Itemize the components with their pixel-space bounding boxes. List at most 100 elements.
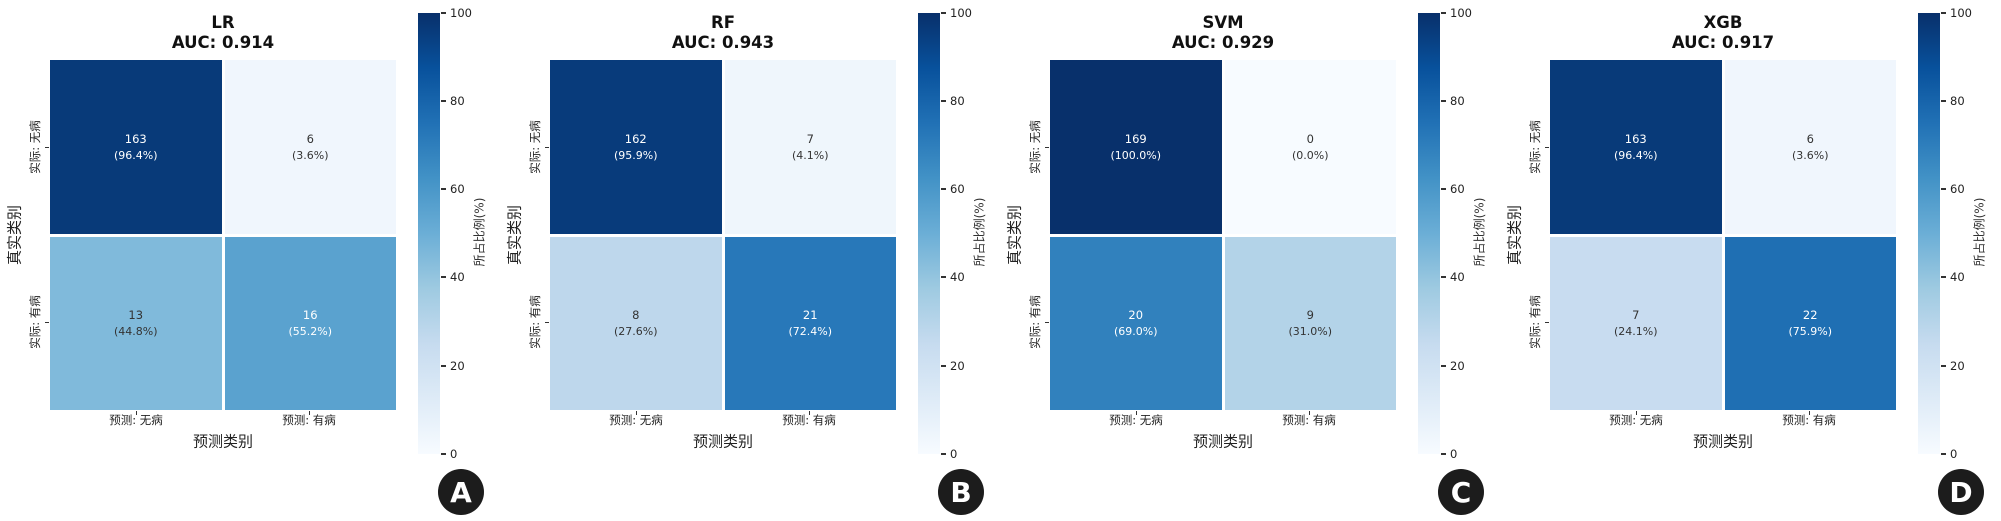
panel-letter-badge: B — [938, 469, 984, 515]
matrix-cell-true-negative: 169 (100.0%) — [1050, 60, 1222, 234]
tick-mark — [136, 411, 137, 415]
confusion-matrix: 162 (95.9%) 7 (4.1%) 8 (27.6%) 21 (72.4%… — [550, 60, 896, 410]
tick-mark — [1136, 411, 1137, 415]
xtick-pred-positive: 预测: 有病 — [282, 413, 336, 427]
colorbar-tick-label: 40 — [450, 270, 465, 284]
colorbar-tick-mark — [1941, 12, 1946, 14]
colorbar-tick-mark — [941, 453, 946, 455]
cell-count: 22 — [1802, 308, 1818, 323]
cell-count: 8 — [632, 308, 640, 323]
colorbar-tick-mark — [441, 100, 446, 102]
xtick-pred-negative: 预测: 无病 — [1109, 413, 1163, 427]
colorbar-tick-mark — [1441, 453, 1446, 455]
cell-count: 7 — [1632, 308, 1640, 323]
ytick-actual-negative: 实际: 无病 — [1028, 120, 1042, 174]
model-title: SVM — [1202, 13, 1244, 32]
colorbar-tick-mark — [441, 188, 446, 190]
colorbar-tick: 20 — [1441, 359, 1465, 373]
colorbar-tick: 20 — [941, 359, 965, 373]
matrix-cell-true-negative: 163 (96.4%) — [50, 60, 222, 234]
colorbar-tick-mark — [941, 188, 946, 190]
tick-mark — [809, 411, 810, 415]
tick-mark — [1045, 147, 1049, 148]
colorbar-tick: 0 — [941, 447, 957, 461]
colorbar-tick-mark — [941, 12, 946, 14]
matrix-cell-false-negative: 13 (44.8%) — [50, 236, 222, 410]
colorbar-tick: 80 — [1441, 94, 1465, 108]
xtick-pred-negative: 预测: 无病 — [1609, 413, 1663, 427]
tick-mark — [309, 411, 310, 415]
colorbar-tick-label: 40 — [1950, 270, 1965, 284]
colorbar-tick-mark — [1441, 100, 1446, 102]
colorbar-tick: 40 — [1441, 270, 1465, 284]
cell-percentage: (100.0%) — [1110, 148, 1162, 162]
cell-count: 162 — [624, 131, 647, 146]
colorbar-tick-mark — [1441, 365, 1446, 367]
colorbar-tick: 100 — [941, 6, 972, 20]
colorbar-tick: 0 — [441, 447, 457, 461]
cell-percentage: (3.6%) — [1791, 148, 1829, 162]
colorbar-tick-label: 100 — [1450, 6, 1472, 20]
tick-mark — [1636, 411, 1637, 415]
cell-percentage: (27.6%) — [613, 325, 658, 339]
colorbar-tick-mark — [1941, 365, 1946, 367]
matrix-cell-false-positive: 7 (4.1%) — [724, 60, 896, 234]
tick-mark — [545, 322, 549, 323]
matrix-cell-true-positive: 16 (55.2%) — [224, 236, 396, 410]
panel-xgb: XGB AUC: 0.917 163 (96.4%) 6 (3.6%) 7 (2… — [1500, 0, 2000, 521]
colorbar-tick-mark — [941, 100, 946, 102]
y-axis-label: 真实类别 — [1005, 204, 1024, 266]
colorbar-tick-mark — [441, 12, 446, 14]
cell-count: 163 — [124, 131, 147, 146]
panel-title-block: SVM AUC: 0.929 — [1050, 13, 1396, 53]
colorbar-tick-label: 100 — [1950, 6, 1972, 20]
panel-letter-badge: D — [1938, 469, 1984, 515]
colorbar — [418, 13, 440, 454]
colorbar-tick-label: 60 — [950, 182, 965, 196]
cell-count: 16 — [302, 308, 318, 323]
colorbar-tick-label: 80 — [450, 94, 465, 108]
matrix-cell-false-negative: 20 (69.0%) — [1050, 236, 1222, 410]
y-axis-label: 真实类别 — [5, 204, 24, 266]
ytick-actual-positive: 实际: 有病 — [528, 295, 542, 349]
cell-percentage: (44.8%) — [113, 325, 158, 339]
colorbar-tick: 80 — [941, 94, 965, 108]
colorbar-tick-label: 20 — [950, 359, 965, 373]
colorbar-tick-mark — [1941, 100, 1946, 102]
colorbar-tick-label: 0 — [950, 447, 958, 461]
cell-percentage: (55.2%) — [288, 325, 333, 339]
cell-count: 7 — [806, 131, 814, 146]
colorbar-label: 所占比例(%) — [972, 197, 987, 267]
tick-mark — [1809, 411, 1810, 415]
colorbar-tick-label: 60 — [1950, 182, 1965, 196]
cell-percentage: (31.0%) — [1288, 325, 1333, 339]
cell-percentage: (0.0%) — [1291, 148, 1329, 162]
matrix-cell-false-positive: 6 (3.6%) — [224, 60, 396, 234]
xtick-pred-positive: 预测: 有病 — [1782, 413, 1836, 427]
tick-mark — [1045, 322, 1049, 323]
colorbar-tick-mark — [1441, 276, 1446, 278]
matrix-cell-false-positive: 0 (0.0%) — [1224, 60, 1396, 234]
auc-subtitle: AUC: 0.917 — [1671, 33, 1775, 52]
ytick-actual-negative: 实际: 无病 — [528, 120, 542, 174]
confusion-matrix: 163 (96.4%) 6 (3.6%) 13 (44.8%) 16 (55.2… — [50, 60, 396, 410]
colorbar — [1918, 13, 1940, 454]
ytick-actual-positive: 实际: 有病 — [28, 295, 42, 349]
colorbar-tick: 80 — [441, 94, 465, 108]
colorbar-label: 所占比例(%) — [472, 197, 487, 267]
cell-count: 0 — [1306, 131, 1314, 146]
colorbar-tick-label: 100 — [450, 6, 472, 20]
tick-mark — [1545, 322, 1549, 323]
xtick-pred-positive: 预测: 有病 — [782, 413, 836, 427]
xtick-pred-negative: 预测: 无病 — [609, 413, 663, 427]
cell-count: 6 — [1806, 131, 1814, 146]
colorbar-tick-label: 60 — [1450, 182, 1465, 196]
tick-mark — [45, 322, 49, 323]
cell-percentage: (24.1%) — [1613, 325, 1658, 339]
cell-percentage: (95.9%) — [613, 148, 658, 162]
cell-percentage: (4.1%) — [791, 148, 829, 162]
colorbar-tick: 40 — [441, 270, 465, 284]
colorbar-label: 所占比例(%) — [1472, 197, 1487, 267]
colorbar-tick: 20 — [441, 359, 465, 373]
